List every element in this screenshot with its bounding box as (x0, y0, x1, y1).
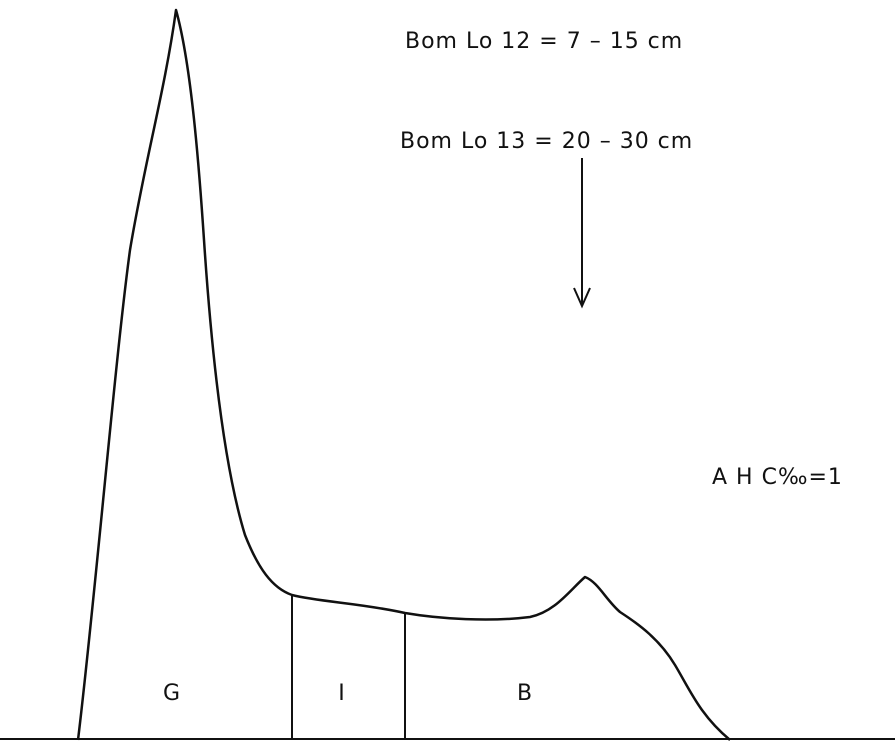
label-line2: Bom Lo 13 = 20 – 30 cm (400, 129, 693, 154)
label-line1: Bom Lo 12 = 7 – 15 cm (405, 29, 683, 54)
region-label: G (163, 681, 181, 706)
profile-curve (76, 8, 731, 741)
region-label: I (338, 681, 346, 706)
region-label: B (517, 681, 533, 706)
label-side: A H C‰=1 (712, 465, 843, 490)
arrow-head (573, 287, 591, 309)
